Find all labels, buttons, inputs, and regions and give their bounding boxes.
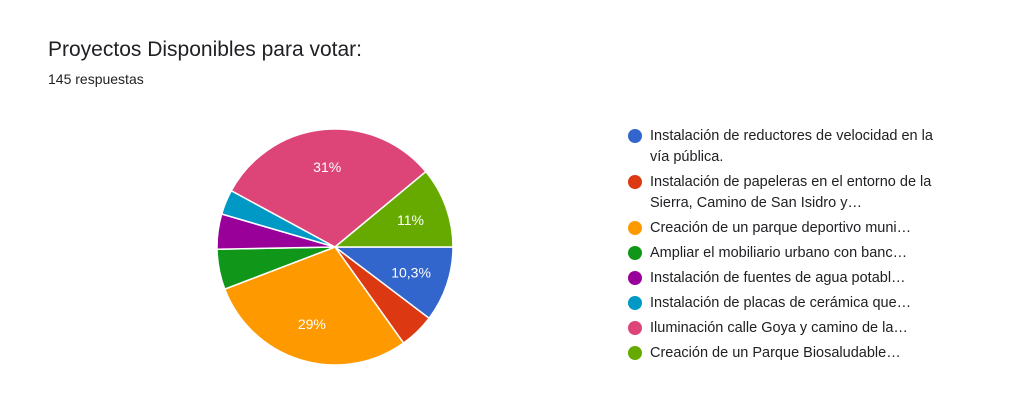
slice-label-8: 11%: [397, 212, 424, 228]
legend-item-5[interactable]: Instalación de fuentes de agua potabl…: [628, 268, 958, 289]
slice-label-7: 31%: [313, 159, 341, 175]
legend-item-8[interactable]: Creación de un Parque Biosaludable…: [628, 343, 958, 364]
slice-label-3: 29%: [298, 316, 326, 332]
legend-label: Creación de un parque deportivo muni…: [650, 220, 912, 236]
legend-item-1[interactable]: Instalación de reductores de velocidad e…: [628, 126, 958, 168]
pie-slice-7: [230, 128, 427, 248]
pie-slice-1: [332, 246, 454, 320]
legend-swatch: [628, 321, 642, 335]
legend-item-6[interactable]: Instalación de placas de cerámica que…: [628, 293, 958, 314]
legend-label: Instalación de reductores de velocidad e…: [650, 128, 933, 165]
legend-label: Instalación de papeleras en el entorno d…: [650, 174, 932, 211]
legend-swatch: [628, 221, 642, 235]
legend-swatch: [628, 175, 642, 189]
pie-slice-8: [332, 170, 454, 248]
legend-swatch: [628, 346, 642, 360]
legend-label: Ampliar el mobiliario urbano con banc…: [650, 245, 908, 261]
legend-label: Iluminación calle Goya y camino de la…: [650, 320, 908, 336]
legend-label: Instalación de fuentes de agua potabl…: [650, 270, 906, 286]
response-count: 145 respuestas: [48, 71, 144, 87]
pie-slice-3: [223, 246, 405, 366]
legend-item-2[interactable]: Instalación de papeleras en el entorno d…: [628, 172, 958, 214]
pie-chart: 10,3% 29% 31% 11%: [216, 128, 454, 366]
legend-item-3[interactable]: Creación de un parque deportivo muni…: [628, 218, 958, 239]
legend-label: Instalación de placas de cerámica que…: [650, 295, 912, 311]
legend-label: Creación de un Parque Biosaludable…: [650, 345, 901, 361]
legend-item-4[interactable]: Ampliar el mobiliario urbano con banc…: [628, 243, 958, 264]
chart-title: Proyectos Disponibles para votar:: [48, 38, 362, 61]
legend-swatch: [628, 296, 642, 310]
chart-legend: Instalación de reductores de velocidad e…: [628, 126, 958, 368]
legend-swatch: [628, 129, 642, 143]
legend-swatch: [628, 246, 642, 260]
legend-swatch: [628, 271, 642, 285]
legend-item-7[interactable]: Iluminación calle Goya y camino de la…: [628, 318, 958, 339]
slice-label-1: 10,3%: [391, 265, 431, 281]
